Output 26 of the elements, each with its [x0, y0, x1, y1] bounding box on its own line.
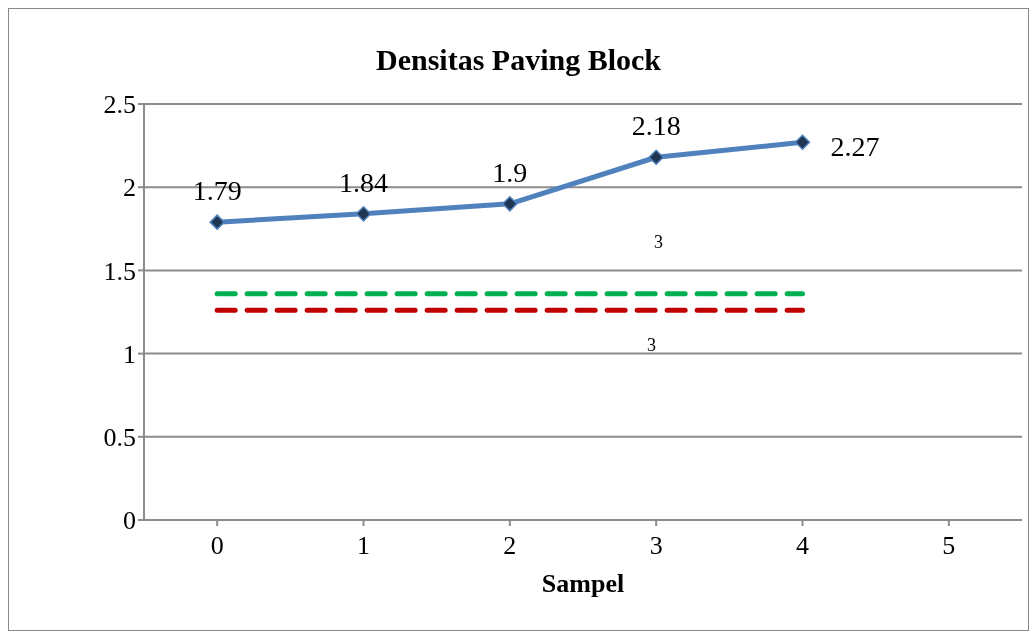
point	[209, 214, 225, 230]
data-label: 1.84	[339, 166, 388, 198]
y-tick-label: 1.5	[103, 256, 136, 286]
annotation: 3	[647, 335, 656, 356]
point	[502, 196, 518, 212]
data-label: 1.79	[192, 175, 242, 207]
data-label: 1.9	[492, 156, 528, 188]
x-tick-label: 1	[357, 531, 370, 561]
y-tick-label: 0	[123, 506, 136, 536]
data-label: 2.18	[631, 110, 681, 142]
point	[355, 206, 372, 222]
point	[648, 149, 664, 165]
x-tick-label: 3	[649, 531, 663, 561]
x-axis-title: Sampel	[541, 569, 625, 598]
chart-title: Densitas Paving Block	[375, 43, 662, 77]
data-label: 2.27	[830, 131, 880, 163]
y-tick-label: 1	[123, 339, 136, 369]
x-tick-label: 5	[942, 531, 956, 561]
annotation: 3	[654, 232, 663, 253]
x-tick-label: 2	[503, 531, 517, 561]
x-tick-label: 4	[796, 531, 809, 561]
y-tick-label: 2.5	[103, 90, 136, 120]
y-tick-label: 0.5	[103, 423, 136, 453]
point	[794, 134, 811, 151]
x-tick-label: 0	[210, 531, 224, 561]
y-tick-label: 2	[123, 173, 136, 203]
